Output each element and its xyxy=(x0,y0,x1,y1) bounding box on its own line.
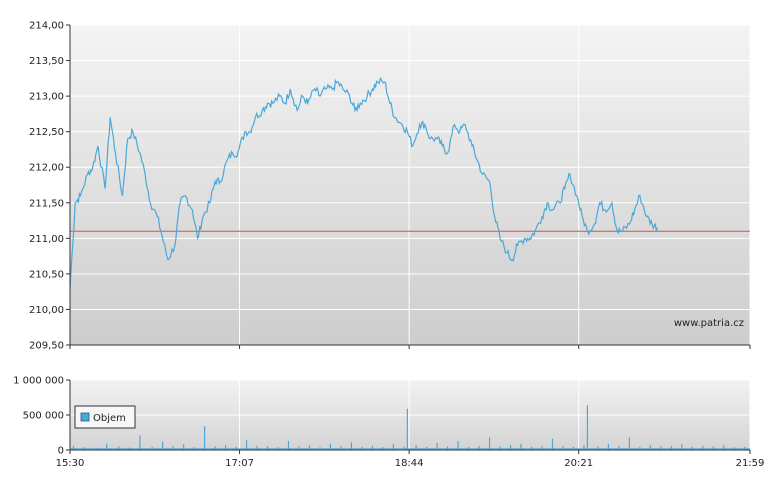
price-chart: 214,00 213,50 213,00 212,50 212,00 211,50 211,… xyxy=(29,21,751,352)
price-plot-area xyxy=(70,25,750,345)
x-tick-label: 15:30 xyxy=(56,458,85,469)
legend-label-objem: Objem xyxy=(93,413,126,424)
price-y-tick-label: 212,50 xyxy=(29,127,64,138)
price-y-tick-label: 213,00 xyxy=(29,92,64,103)
price-y-tick-label: 210,50 xyxy=(29,269,64,280)
volume-bars xyxy=(70,405,750,450)
legend-swatch-objem xyxy=(80,412,90,422)
watermark: www.patria.cz xyxy=(674,318,744,329)
volume-y-axis: 1 000 000 500 000 0 xyxy=(13,376,70,457)
volume-legend: Objem xyxy=(74,405,136,429)
volume-x-axis: 15:30 17:07 18:44 20:21 21:59 xyxy=(56,450,765,469)
volume-y-tick-label: 0 xyxy=(58,446,64,457)
price-y-tick-label: 211,50 xyxy=(29,198,64,209)
x-tick-label: 20:21 xyxy=(564,458,593,469)
x-tick-label: 17:07 xyxy=(225,458,254,469)
volume-baseline-band xyxy=(70,448,750,450)
x-tick-label: 18:44 xyxy=(395,458,424,469)
price-series-line xyxy=(69,76,658,289)
legend-box xyxy=(74,405,136,429)
volume-y-tick-label: 500 000 xyxy=(23,411,64,422)
price-y-axis: 214,00 213,50 213,00 212,50 212,00 211,50 211,… xyxy=(29,21,70,352)
price-y-tick-label: 211,00 xyxy=(29,234,64,245)
price-y-tick-label: 212,00 xyxy=(29,163,64,174)
price-y-tick-label: 209,50 xyxy=(29,341,64,352)
price-x-tickmarks xyxy=(69,345,751,349)
price-y-tick-label: 214,00 xyxy=(29,21,64,32)
volume-chart: 1 000 000 500 000 0 15:30 17:07 18:44 20:21 21… xyxy=(13,376,764,470)
volume-y-tick-label: 1 000 000 xyxy=(13,376,64,387)
price-y-tick-label: 210,00 xyxy=(29,305,64,316)
x-tick-label: 21:59 xyxy=(736,458,765,469)
price-y-tick-label: 213,50 xyxy=(29,56,64,67)
